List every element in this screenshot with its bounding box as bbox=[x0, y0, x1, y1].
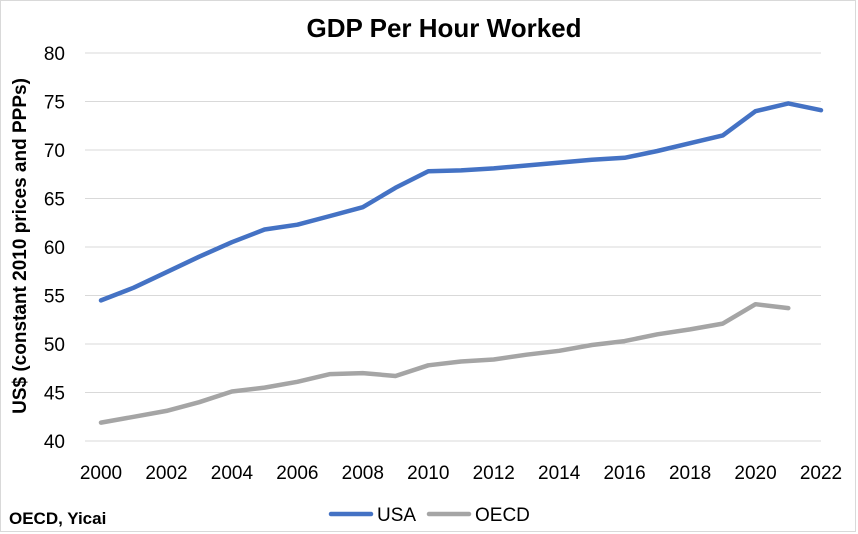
y-axis-ticks: 40 45 50 55 60 65 70 75 80 bbox=[44, 44, 65, 453]
source-note: OECD, Yicai bbox=[9, 509, 106, 528]
series-lines bbox=[98, 101, 824, 425]
x-tick-label: 2016 bbox=[603, 463, 645, 484]
x-tick-label: 2018 bbox=[669, 463, 711, 484]
y-tick-label: 45 bbox=[44, 384, 65, 405]
x-tick-label: 2000 bbox=[80, 463, 122, 484]
y-tick-label: 55 bbox=[44, 287, 65, 308]
x-tick-label: 2008 bbox=[342, 463, 384, 484]
legend-item-usa: USA bbox=[328, 505, 416, 526]
x-tick-label: 2006 bbox=[276, 463, 318, 484]
y-tick-label: 40 bbox=[44, 432, 65, 453]
x-tick-label: 2010 bbox=[407, 463, 449, 484]
x-tick-label: 2020 bbox=[734, 463, 776, 484]
x-tick-label: 2012 bbox=[473, 463, 515, 484]
legend-label: USA bbox=[377, 505, 416, 526]
y-tick-label: 75 bbox=[44, 93, 65, 114]
series-line-usa bbox=[98, 101, 824, 303]
y-axis-title: US$ (constant 2010 prices and PPPs) bbox=[10, 78, 31, 414]
y-tick-label: 60 bbox=[44, 238, 65, 259]
legend-item-oecd: OECD bbox=[426, 505, 530, 526]
x-axis-ticks: 2000 2002 2004 2006 2008 2010 2012 2014 2016 2018… bbox=[80, 463, 842, 484]
series-line-oecd bbox=[98, 301, 791, 425]
y-tick-label: 65 bbox=[44, 190, 65, 211]
x-tick-label: 2022 bbox=[800, 463, 842, 484]
legend: USA OECD bbox=[328, 505, 530, 526]
gridlines bbox=[85, 52, 821, 442]
x-tick-label: 2014 bbox=[538, 463, 581, 484]
y-tick-label: 50 bbox=[44, 335, 65, 356]
x-tick-label: 2004 bbox=[211, 463, 254, 484]
y-tick-label: 80 bbox=[44, 44, 65, 65]
legend-label: OECD bbox=[475, 505, 530, 526]
chart-title: GDP Per Hour Worked bbox=[307, 13, 582, 43]
y-tick-label: 70 bbox=[44, 141, 65, 162]
x-tick-label: 2002 bbox=[145, 463, 187, 484]
